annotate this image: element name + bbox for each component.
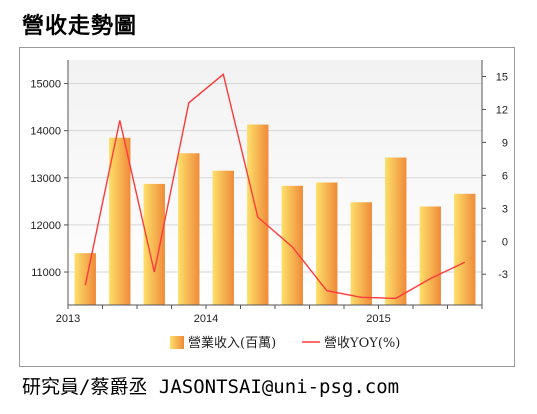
axes: 11000 12000 13000 14000 15000 -3 0 3 6 9 12 15 2013 2… xyxy=(30,60,508,325)
footer-author: 研究員/蔡爵丞 JASONTSAI@uni-psg.com xyxy=(22,376,400,398)
x-tick-label: 2015 xyxy=(366,313,390,325)
chart-page-title: 營收走勢圖 xyxy=(22,14,138,39)
revenue-bar xyxy=(419,206,441,305)
revenue-bar xyxy=(143,183,165,305)
x-tick-label: 2014 xyxy=(194,313,218,325)
chart-frame: 11000 12000 13000 14000 15000 -3 0 3 6 9 12 15 2013 2… xyxy=(19,47,515,367)
revenue-chart: 11000 12000 13000 14000 15000 -3 0 3 6 9 12 15 2013 2… xyxy=(30,60,508,351)
right-tick-label: 0 xyxy=(502,236,508,248)
left-tick-label: 11000 xyxy=(31,267,61,279)
revenue-bar xyxy=(281,185,303,305)
line-series xyxy=(84,73,466,300)
right-tick-label: 6 xyxy=(502,170,508,182)
revenue-bar xyxy=(316,182,338,305)
revenue-bar xyxy=(178,153,200,305)
bar-series xyxy=(74,124,476,305)
yoy-line xyxy=(84,73,466,300)
left-tick-label: 14000 xyxy=(30,126,61,138)
right-tick-label: 3 xyxy=(502,203,508,215)
revenue-bar xyxy=(350,202,372,305)
x-tick-label: 2013 xyxy=(56,313,80,325)
right-tick-label: 15 xyxy=(496,71,508,83)
plot-area xyxy=(68,60,482,305)
legend: 營業收入(百萬) 營收YOY(%) xyxy=(170,335,400,351)
right-tick-label: 9 xyxy=(502,137,508,149)
legend-yoy-label: 營收YOY(%) xyxy=(324,336,400,351)
right-tick-label: 12 xyxy=(496,104,508,116)
revenue-bar xyxy=(109,137,131,305)
right-tick-label: -3 xyxy=(498,269,508,281)
left-tick-label: 15000 xyxy=(30,79,61,91)
legend-revenue-label: 營業收入(百萬) xyxy=(188,335,276,351)
grid-lines xyxy=(68,83,482,273)
left-tick-label: 13000 xyxy=(30,173,61,185)
revenue-bar xyxy=(74,253,96,305)
revenue-bar xyxy=(454,193,476,305)
revenue-bar xyxy=(212,170,234,305)
legend-bar-swatch xyxy=(170,336,184,349)
left-tick-label: 12000 xyxy=(30,220,61,232)
revenue-bar xyxy=(385,157,407,305)
